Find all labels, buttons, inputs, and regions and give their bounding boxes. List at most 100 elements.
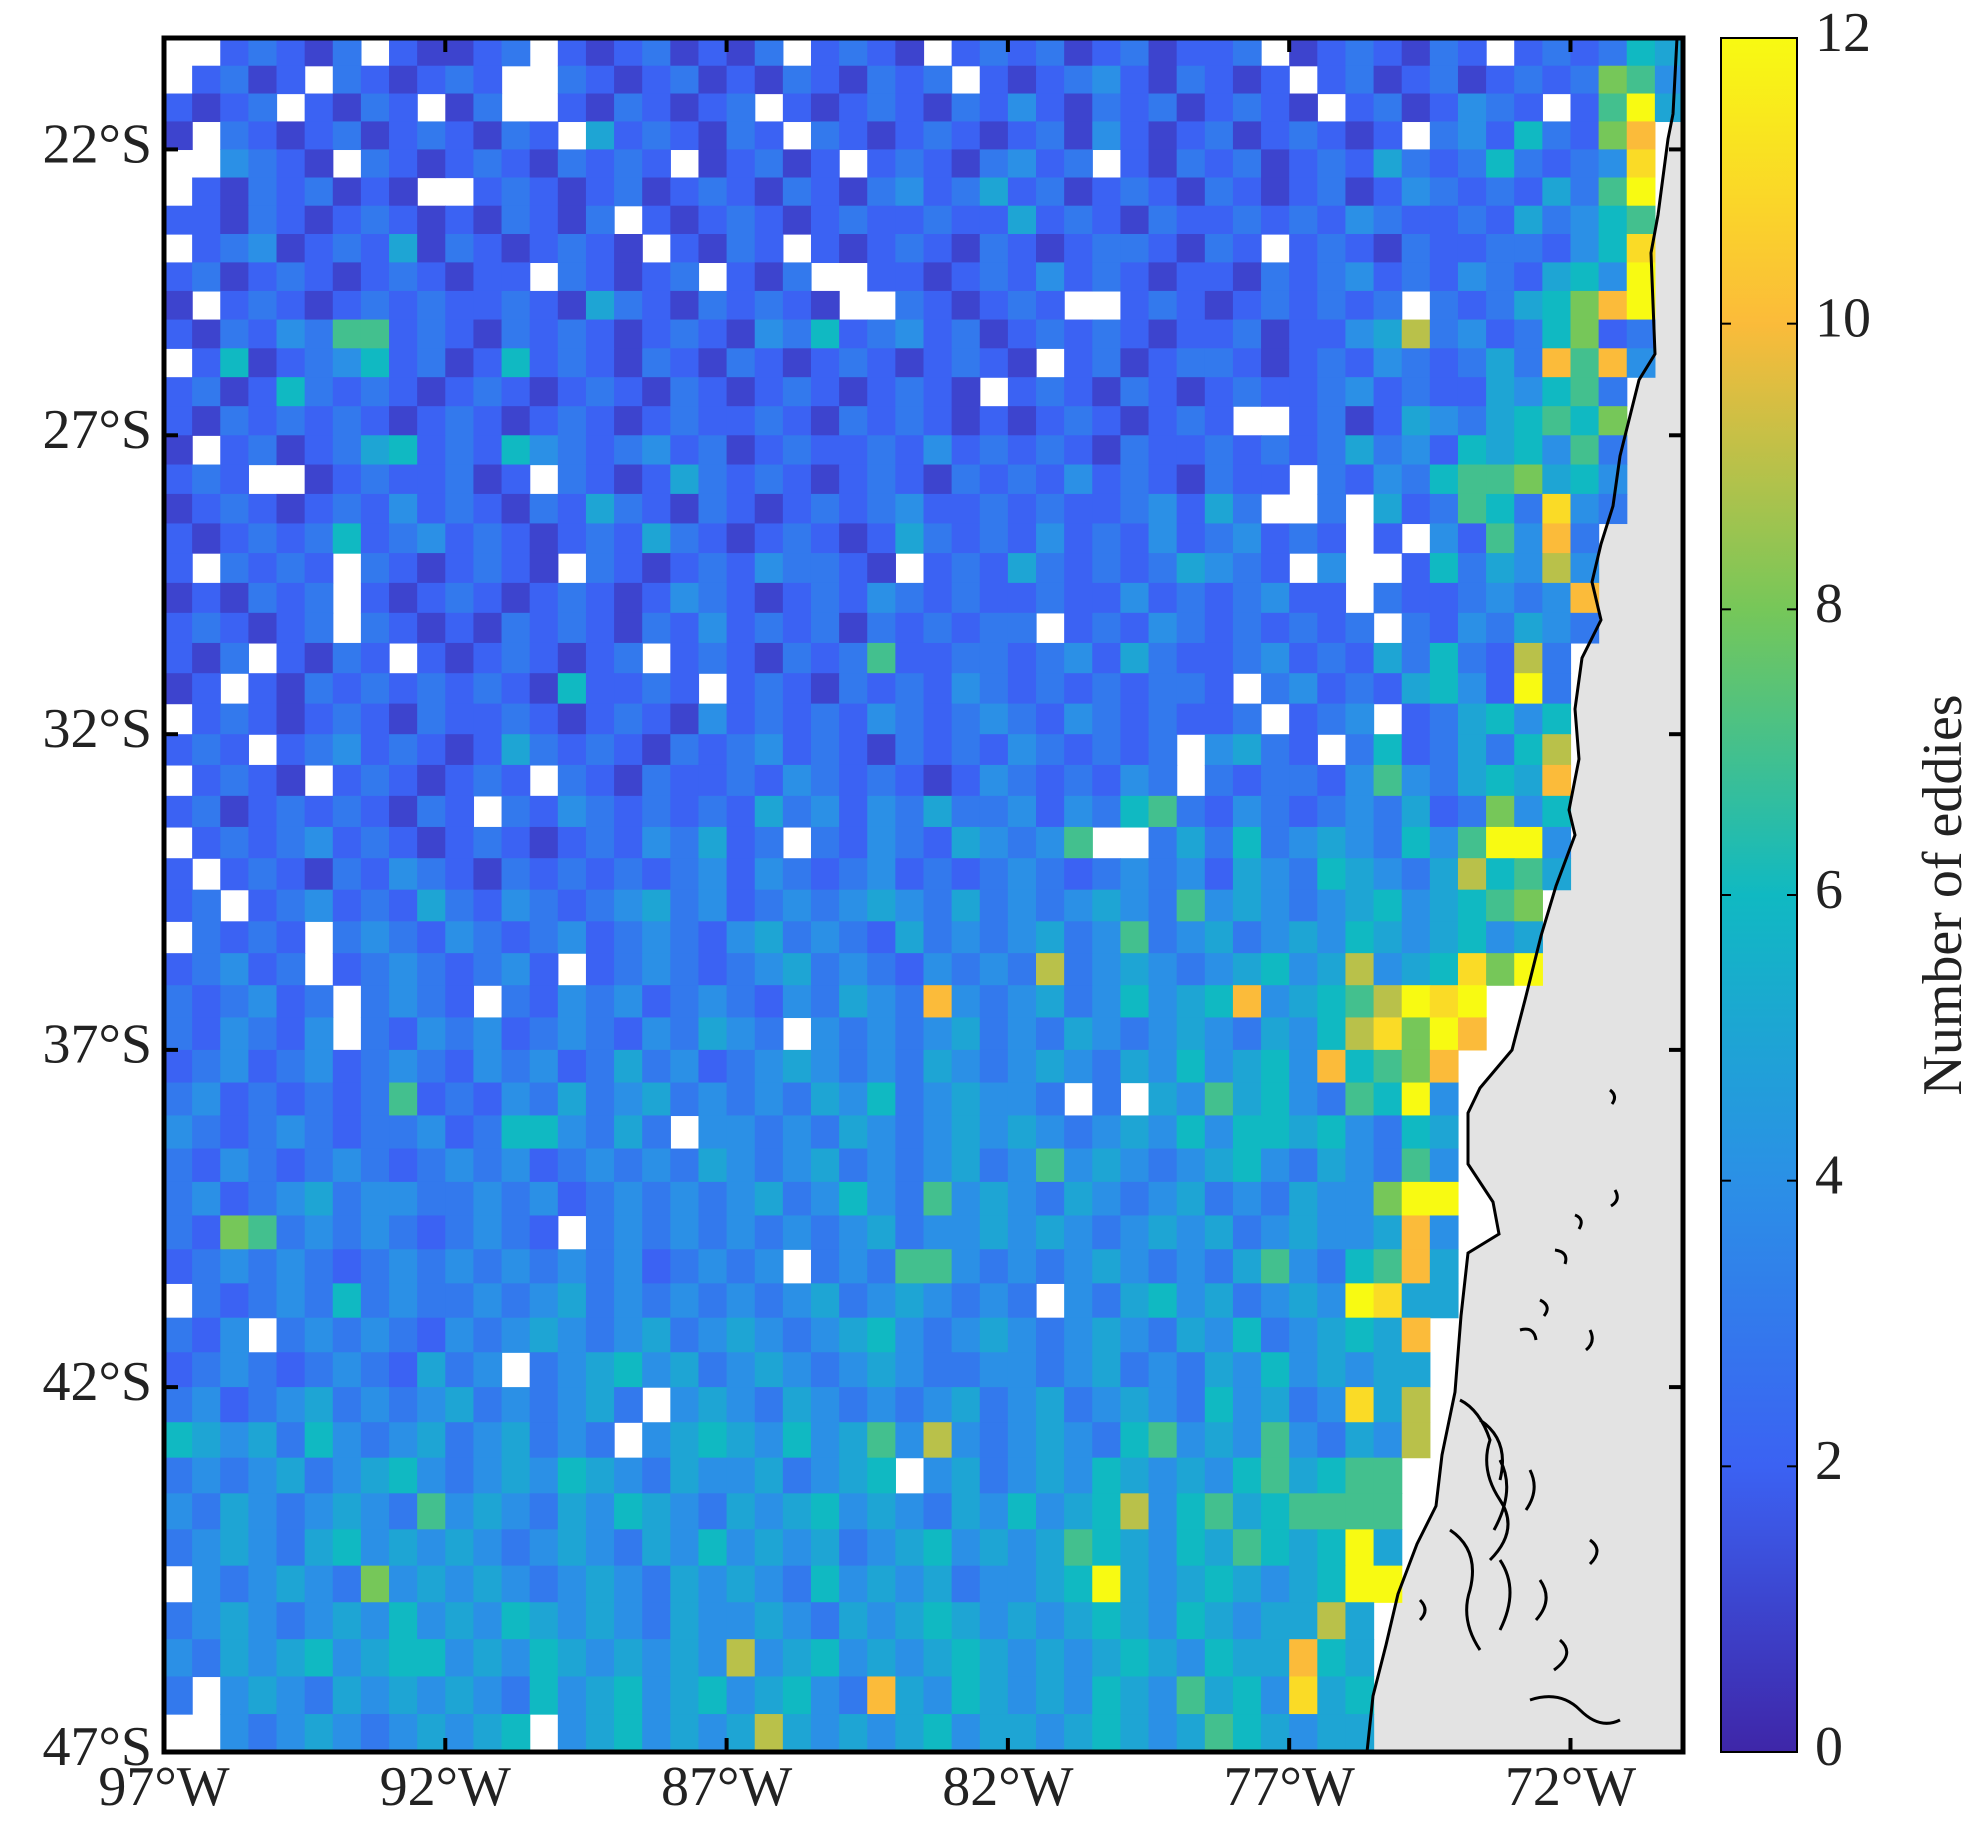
cell — [726, 826, 756, 859]
cell — [895, 1017, 925, 1051]
cell — [867, 1602, 896, 1640]
cell — [1401, 642, 1431, 674]
cell — [585, 493, 615, 525]
y-tick-label: 32°S — [42, 698, 152, 760]
cell — [1092, 1148, 1122, 1183]
cell — [979, 319, 1009, 349]
cell — [1542, 290, 1572, 321]
cell — [951, 703, 981, 735]
cell — [614, 858, 643, 891]
cell — [1401, 38, 1431, 67]
cell — [164, 1317, 193, 1353]
cell — [1514, 290, 1543, 321]
cell — [417, 121, 446, 151]
cell — [754, 1676, 784, 1715]
cell — [670, 582, 700, 614]
cell — [698, 149, 728, 179]
cell — [1232, 1387, 1262, 1423]
cell — [1036, 523, 1065, 554]
cell — [1261, 553, 1290, 584]
cell — [754, 1049, 784, 1084]
cell — [754, 703, 784, 735]
cell — [473, 826, 503, 859]
cell — [698, 795, 728, 828]
cell — [417, 985, 446, 1019]
cell — [1570, 121, 1600, 151]
cell — [1036, 795, 1065, 828]
cell — [332, 1602, 362, 1640]
cell — [642, 149, 671, 179]
cell — [1007, 889, 1037, 922]
cell — [220, 1565, 249, 1603]
cell — [332, 348, 362, 378]
cell — [1345, 319, 1375, 349]
cell — [1345, 1422, 1375, 1459]
cell — [1373, 234, 1403, 264]
cell — [1317, 858, 1347, 891]
cell — [220, 348, 249, 378]
cell — [1429, 1215, 1459, 1250]
cell — [839, 612, 868, 644]
cell — [698, 65, 728, 95]
cell — [726, 1676, 756, 1715]
cell — [839, 734, 868, 766]
cell — [726, 493, 756, 525]
cell — [726, 1565, 756, 1603]
cell — [501, 553, 531, 584]
cell — [1289, 1049, 1318, 1084]
cell — [360, 582, 390, 614]
cell — [642, 1017, 671, 1051]
cell — [810, 612, 840, 644]
cell — [642, 734, 671, 766]
cell — [417, 149, 446, 179]
cell — [389, 985, 418, 1019]
cell — [389, 406, 418, 436]
cell — [332, 523, 362, 554]
cell — [839, 121, 868, 151]
cell — [1120, 1215, 1150, 1250]
cell — [1204, 348, 1234, 378]
cell — [304, 795, 334, 828]
cell — [670, 262, 700, 292]
cell — [1345, 290, 1375, 321]
cell — [1289, 38, 1318, 67]
cell — [1486, 523, 1515, 554]
cell — [1064, 523, 1093, 554]
cell — [473, 1387, 503, 1423]
cell — [1036, 1387, 1065, 1423]
cell — [529, 149, 559, 179]
cell — [782, 1082, 812, 1117]
cell — [1373, 406, 1403, 436]
cell — [557, 38, 587, 67]
cell — [951, 1082, 981, 1117]
cell — [360, 1493, 390, 1530]
cell — [614, 1457, 643, 1494]
cell — [1120, 1639, 1150, 1678]
cell — [614, 1249, 643, 1284]
cell — [1232, 523, 1262, 554]
cell — [276, 795, 306, 828]
cell — [1542, 121, 1572, 151]
cell — [304, 1317, 334, 1353]
cell — [1120, 493, 1150, 525]
cell — [1373, 121, 1403, 151]
cell — [698, 642, 728, 674]
cell — [1036, 553, 1065, 584]
cell — [276, 953, 306, 986]
cell — [585, 65, 615, 95]
cell — [360, 1387, 390, 1423]
cell — [867, 464, 896, 495]
cell — [1317, 764, 1347, 797]
cell — [1261, 921, 1290, 954]
cell — [698, 1115, 728, 1150]
cell — [726, 1387, 756, 1423]
cell — [1570, 612, 1600, 644]
cell — [304, 673, 334, 705]
cell — [1373, 464, 1403, 495]
cell — [895, 921, 925, 954]
cell — [1092, 523, 1122, 554]
cell — [220, 1676, 249, 1715]
cell — [1232, 435, 1262, 466]
cell — [473, 1529, 503, 1567]
cell — [1345, 1387, 1375, 1423]
